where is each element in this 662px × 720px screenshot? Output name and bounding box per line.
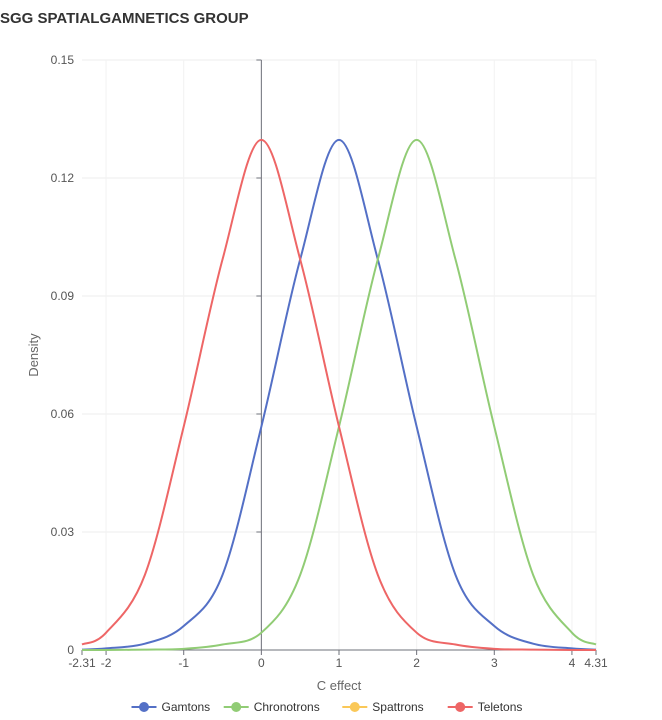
y-tick-label: 0 [67,643,74,657]
series-lines [81,138,597,652]
legend-label: Gamtons [162,700,211,714]
y-tick-label: 0.15 [51,53,75,67]
grid-lines [82,59,597,650]
legend-label: Teletons [478,700,523,714]
x-axis-label: C effect [317,678,362,693]
legend-marker-dot [455,702,466,712]
series-line-gamtons [81,138,597,651]
legend: Gamtons Chronotrons Spattrons Teletons [131,700,523,714]
tick-labels: -2.31 -2 -1 0 1 2 3 4 4.31 0 0.03 0.06 0.09 0.12 0.15 [51,53,608,670]
legend-item-teletons[interactable]: Teletons [447,700,523,714]
x-tick-label: 4.31 [584,656,608,670]
legend-marker-dot [139,702,149,712]
x-tick-label: 0 [258,656,265,670]
y-tick-label: 0.06 [51,407,75,421]
legend-label: Chronotrons [254,700,320,714]
x-tick-label: -1 [178,656,189,670]
legend-item-chronotrons[interactable]: Chronotrons [223,700,320,714]
x-tick-label: 1 [336,656,343,670]
x-tick-label: 3 [491,656,498,670]
y-tick-label: 0.03 [51,525,75,539]
x-tick-label: 4 [569,656,576,670]
legend-item-spattrons[interactable]: Spattrons [342,700,424,714]
y-axis-label: Density [26,333,41,377]
chart-title: SGG SPATIALGAMNETICS GROUP [0,10,249,27]
legend-marker-dot [231,702,242,712]
series-line-chronotrons [81,138,597,652]
y-tick-label: 0.12 [51,171,75,185]
legend-item-gamtons[interactable]: Gamtons [131,700,211,714]
series-line-teletons [81,138,597,652]
legend-label: Spattrons [372,700,423,714]
x-tick-label: -2.31 [68,656,96,670]
x-tick-label: -2 [101,656,112,670]
x-tick-label: 2 [413,656,420,670]
y-tick-label: 0.09 [51,289,75,303]
legend-marker-dot [349,702,360,712]
